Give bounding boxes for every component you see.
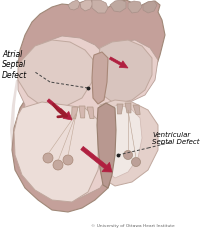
Polygon shape [128,1,142,13]
Text: © University of Ottawa Heart Institute: © University of Ottawa Heart Institute [91,224,175,228]
Polygon shape [110,0,126,12]
Polygon shape [81,147,112,172]
Circle shape [53,160,63,170]
Polygon shape [79,106,85,118]
Polygon shape [12,0,165,212]
Polygon shape [18,40,95,108]
Polygon shape [97,103,116,188]
Polygon shape [14,102,102,202]
Polygon shape [133,105,140,114]
Text: Atrial
Septal
Defect: Atrial Septal Defect [2,50,27,80]
Polygon shape [102,105,142,178]
Polygon shape [98,40,152,104]
Circle shape [132,158,141,167]
Polygon shape [125,103,131,113]
Polygon shape [80,0,93,11]
Polygon shape [117,104,123,114]
Circle shape [123,151,132,159]
Polygon shape [143,1,157,13]
Circle shape [43,153,53,163]
Circle shape [63,155,73,165]
Polygon shape [109,57,128,68]
Polygon shape [98,100,158,186]
Polygon shape [47,99,72,120]
Text: Ventricular
Septal Defect: Ventricular Septal Defect [152,132,200,145]
Polygon shape [72,107,78,119]
Polygon shape [10,80,24,180]
Polygon shape [68,0,80,10]
Polygon shape [92,52,108,104]
Polygon shape [87,107,94,119]
Polygon shape [92,0,108,13]
Polygon shape [18,36,158,198]
